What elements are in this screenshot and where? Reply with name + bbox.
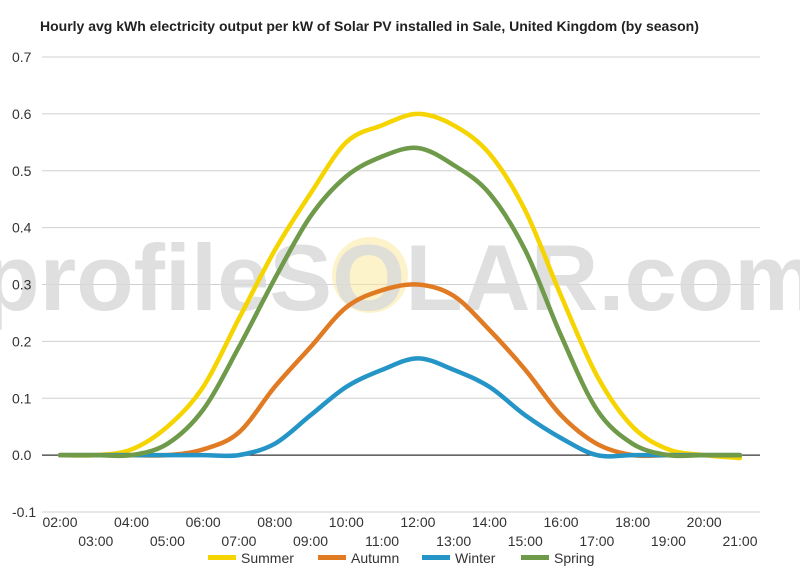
watermark-layer: profileSOLAR.com bbox=[0, 225, 800, 330]
y-tick-label: 0.0 bbox=[12, 447, 32, 463]
series-layer bbox=[57, 111, 743, 461]
chart-title: Hourly avg kWh electricity output per kW… bbox=[40, 18, 699, 34]
legend-swatch bbox=[422, 555, 450, 560]
x-tick-label: 19:00 bbox=[651, 533, 686, 549]
legend-swatch bbox=[318, 555, 346, 560]
y-tick-label: 0.7 bbox=[12, 49, 32, 65]
x-tick-label: 02:00 bbox=[42, 514, 77, 530]
x-tick-label: 08:00 bbox=[257, 514, 292, 530]
y-tick-label: 0.3 bbox=[12, 277, 32, 293]
legend-label: Summer bbox=[241, 550, 294, 566]
legend-swatch bbox=[521, 555, 549, 560]
x-tick-label: 09:00 bbox=[293, 533, 328, 549]
legend-item-winter: Winter bbox=[422, 550, 496, 566]
x-tick-label: 12:00 bbox=[400, 514, 435, 530]
x-tick-label: 13:00 bbox=[436, 533, 471, 549]
y-tick-label: 0.4 bbox=[12, 220, 32, 236]
y-tick-label: -0.1 bbox=[12, 504, 36, 520]
x-tick-label: 21:00 bbox=[722, 533, 757, 549]
legend-label: Autumn bbox=[351, 550, 399, 566]
x-tick-label: 07:00 bbox=[221, 533, 256, 549]
x-tick-label: 15:00 bbox=[508, 533, 543, 549]
x-tick-label: 04:00 bbox=[114, 514, 149, 530]
legend-swatch bbox=[208, 555, 236, 560]
legend-item-summer: Summer bbox=[208, 550, 294, 566]
x-tick-label: 20:00 bbox=[687, 514, 722, 530]
x-tick-label: 06:00 bbox=[186, 514, 221, 530]
watermark-sun-icon bbox=[332, 237, 408, 313]
axis-layer: -0.1 0.0 0.1 0.2 0.3 0.4 0.5 0.6 0.7 02:0003:0004… bbox=[12, 49, 758, 549]
x-tick-label: 18:00 bbox=[615, 514, 650, 530]
legend-label: Spring bbox=[554, 550, 594, 566]
x-tick-label: 17:00 bbox=[579, 533, 614, 549]
y-tick-label: 0.5 bbox=[12, 163, 32, 179]
y-tick-label: 0.1 bbox=[12, 390, 32, 406]
x-tick-label: 10:00 bbox=[329, 514, 364, 530]
legend-item-spring: Spring bbox=[521, 550, 594, 566]
y-tick-label: 0.2 bbox=[12, 333, 32, 349]
series-line-winter bbox=[57, 356, 743, 459]
legend-item-autumn: Autumn bbox=[318, 550, 399, 566]
legend-layer: Summer Autumn Winter Spring bbox=[208, 550, 594, 566]
series-line-summer bbox=[57, 111, 743, 461]
watermark-logo: profileSOLAR.com bbox=[0, 225, 800, 330]
x-tick-label: 05:00 bbox=[150, 533, 185, 549]
legend-label: Winter bbox=[455, 550, 496, 566]
x-tick-label: 14:00 bbox=[472, 514, 507, 530]
series-line-spring bbox=[57, 145, 743, 459]
y-tick-label: 0.6 bbox=[12, 106, 32, 122]
x-tick-label: 11:00 bbox=[365, 533, 399, 549]
x-tick-label: 16:00 bbox=[544, 514, 579, 530]
x-tick-label: 03:00 bbox=[78, 533, 113, 549]
